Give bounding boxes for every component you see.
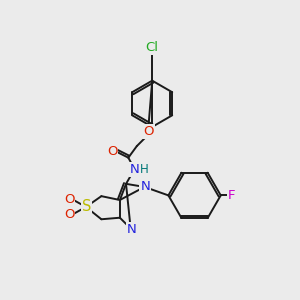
Text: Cl: Cl	[146, 41, 159, 54]
Text: N: N	[130, 163, 140, 176]
Text: O: O	[107, 145, 117, 158]
Text: O: O	[143, 125, 154, 138]
Text: H: H	[140, 163, 149, 176]
Text: S: S	[82, 200, 92, 214]
Text: N: N	[140, 180, 150, 193]
Text: N: N	[127, 223, 136, 236]
Text: O: O	[64, 193, 74, 206]
Text: F: F	[228, 189, 235, 202]
Text: O: O	[64, 208, 74, 221]
